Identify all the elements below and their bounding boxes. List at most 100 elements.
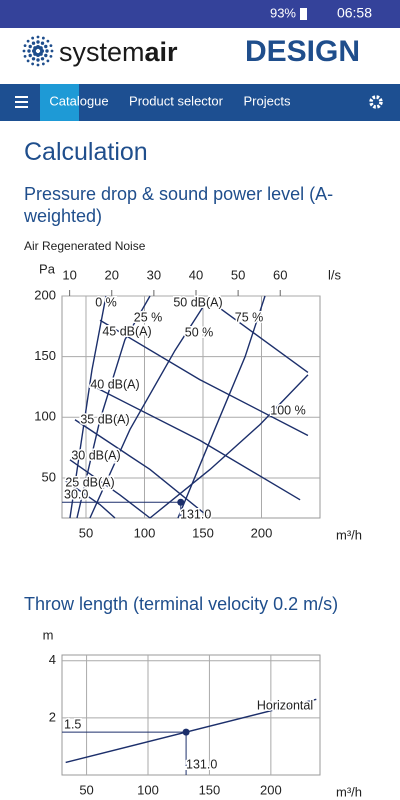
curve-label: 40 dB(A): [90, 377, 139, 391]
curve: [89, 383, 301, 501]
x2-tick-label: 10: [62, 267, 76, 282]
nav-item[interactable]: Product selector: [129, 93, 224, 108]
operating-point: [182, 728, 190, 736]
logo-dot: [28, 53, 32, 58]
x-tick-label: 150: [192, 525, 214, 540]
curve: [74, 419, 211, 519]
curve-label: 50 dB(A): [173, 295, 222, 309]
logo-dot: [41, 62, 45, 66]
y-tick-label: 4: [49, 652, 56, 667]
logo-dot: [50, 49, 54, 53]
logo-dot: [36, 40, 40, 44]
y-tick-label: 50: [42, 469, 56, 484]
x-value-label: 131.0: [180, 507, 211, 521]
chart-subtitle: Air Regenerated Noise: [24, 239, 146, 253]
curve-label: 100 %: [270, 403, 305, 417]
logo-dot: [27, 49, 31, 53]
curve-label: 50 %: [185, 325, 214, 339]
logo-dot: [31, 57, 36, 61]
logo-dot: [45, 49, 49, 53]
nav-active-bg: [40, 84, 79, 121]
x2-tick-label: 60: [273, 267, 287, 282]
x-tick-label: 100: [137, 782, 159, 797]
logo-dot: [36, 63, 40, 67]
curve: [177, 295, 266, 519]
y-axis-label: Pa: [39, 261, 56, 276]
curve-label: Horizontal: [257, 698, 313, 712]
curve-label: 0 %: [95, 295, 117, 309]
section-title: Throw length (terminal velocity 0.2 m/s): [24, 594, 339, 614]
operating-point: [177, 498, 185, 506]
x-axis-label: m³/h: [336, 527, 362, 542]
y-tick-label: 2: [49, 709, 56, 724]
y-axis-label: m: [43, 627, 54, 642]
x2-tick-label: 40: [189, 267, 203, 282]
logo-dot: [44, 44, 48, 49]
logo-dot: [23, 44, 27, 48]
curve: [89, 295, 211, 519]
x-tick-label: 50: [79, 525, 93, 540]
y-tick-label: 100: [34, 409, 56, 424]
curve-label: 25 %: [134, 310, 163, 324]
x-tick-label: 150: [199, 782, 221, 797]
logo-dot: [36, 58, 40, 62]
value-label: 30.0: [64, 488, 88, 502]
x-tick-label: 200: [260, 782, 282, 797]
curve: [76, 295, 151, 519]
y-tick-label: 200: [34, 287, 56, 302]
logo-dot: [31, 36, 35, 40]
value-label: 1.5: [64, 717, 81, 731]
status-bar: [0, 0, 400, 28]
logo-dot: [46, 39, 50, 43]
x-tick-label: 50: [79, 782, 93, 797]
logo-dot: [23, 54, 27, 58]
curve-label: 30 dB(A): [71, 448, 120, 462]
logo-dot: [40, 41, 45, 45]
settings-button[interactable]: [369, 95, 383, 109]
y-tick-label: 150: [34, 348, 56, 363]
logo-dot: [36, 35, 40, 39]
curve: [69, 295, 107, 519]
brand: DESIGN: [245, 35, 360, 68]
x2-tick-label: 30: [147, 267, 161, 282]
logo-dot: [46, 59, 50, 63]
curve-label: 35 dB(A): [80, 412, 129, 426]
logo-dot: [22, 49, 26, 53]
curve-label: 45 dB(A): [102, 324, 151, 338]
curve: [99, 319, 309, 437]
clock: 06:58: [337, 5, 372, 21]
curve-label: 25 dB(A): [65, 475, 114, 489]
x-value-label: 131.0: [186, 757, 217, 771]
logo-dot: [40, 57, 45, 61]
nav-item[interactable]: Projects: [244, 93, 291, 108]
x2-axis-label: l/s: [328, 267, 342, 282]
logo-dot: [28, 44, 32, 49]
logo-dot: [31, 41, 36, 45]
x2-tick-label: 20: [105, 267, 119, 282]
logo-dot: [38, 46, 43, 51]
logo-mark: [22, 35, 54, 67]
battery: 93%: [270, 5, 296, 20]
menu-button[interactable]: [15, 96, 28, 108]
curve: [69, 459, 151, 519]
logo-dot: [26, 39, 30, 43]
logo-dot: [41, 36, 45, 40]
logo-dot: [31, 62, 35, 66]
section-title: Pressure drop & sound power level (A-wei…: [24, 184, 334, 226]
logo-text: systemair: [59, 37, 178, 67]
curve: [64, 479, 116, 519]
logo-dot: [49, 54, 53, 58]
x-axis-label: m³/h: [336, 784, 362, 799]
nav-item[interactable]: Catalogue: [49, 93, 108, 108]
logo-dot: [49, 44, 53, 48]
plot-frame: [61, 654, 321, 776]
x-tick-label: 100: [134, 525, 156, 540]
logo-dot: [44, 53, 48, 58]
logo-dot: [26, 59, 30, 63]
curve: [214, 303, 309, 373]
x2-tick-label: 50: [231, 267, 245, 282]
x-tick-label: 200: [251, 525, 273, 540]
page-title: Calculation: [24, 138, 148, 166]
